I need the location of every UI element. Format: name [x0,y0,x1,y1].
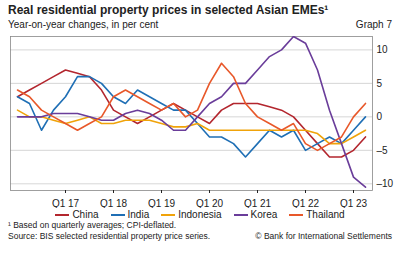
svg-text:5: 5 [377,78,383,89]
html-text:Indonesia: Indonesia [178,209,222,220]
html-text:Korea: Korea [250,209,278,220]
svg-text:Q1 18: Q1 18 [100,198,128,208]
svg-text:Q1 17: Q1 17 [52,198,80,208]
svg-text:Q1 20: Q1 20 [196,198,224,208]
html-text:China: China [72,209,99,220]
html-text:India: India [127,209,150,220]
svg-text:–5: –5 [377,145,389,156]
svg-text:10: 10 [377,44,389,55]
html-text:Real residential property pric: Real residential property prices in sele… [8,3,329,17]
html-text:© Bank for International Settl: © Bank for International Settlements [255,231,392,241]
svg-text:0: 0 [377,111,383,122]
html-text:¹ Based on quarterly averages;: ¹ Based on quarterly averages; CPI-defla… [8,220,177,230]
html-text:Graph 7: Graph 7 [355,19,392,30]
html-text:Year-on-year changes, in per c: Year-on-year changes, in per cent [8,19,159,30]
svg-text:Q1 21: Q1 21 [244,198,272,208]
svg-text:–10: –10 [377,178,394,189]
svg-text:Q1 19: Q1 19 [148,198,176,208]
html-text:Thailand: Thailand [306,209,345,220]
html-text:Source: BIS selected residenti: Source: BIS selected residential propert… [8,231,211,241]
svg-text:Q1 23: Q1 23 [340,198,368,208]
svg-text:Q1 22: Q1 22 [292,198,320,208]
